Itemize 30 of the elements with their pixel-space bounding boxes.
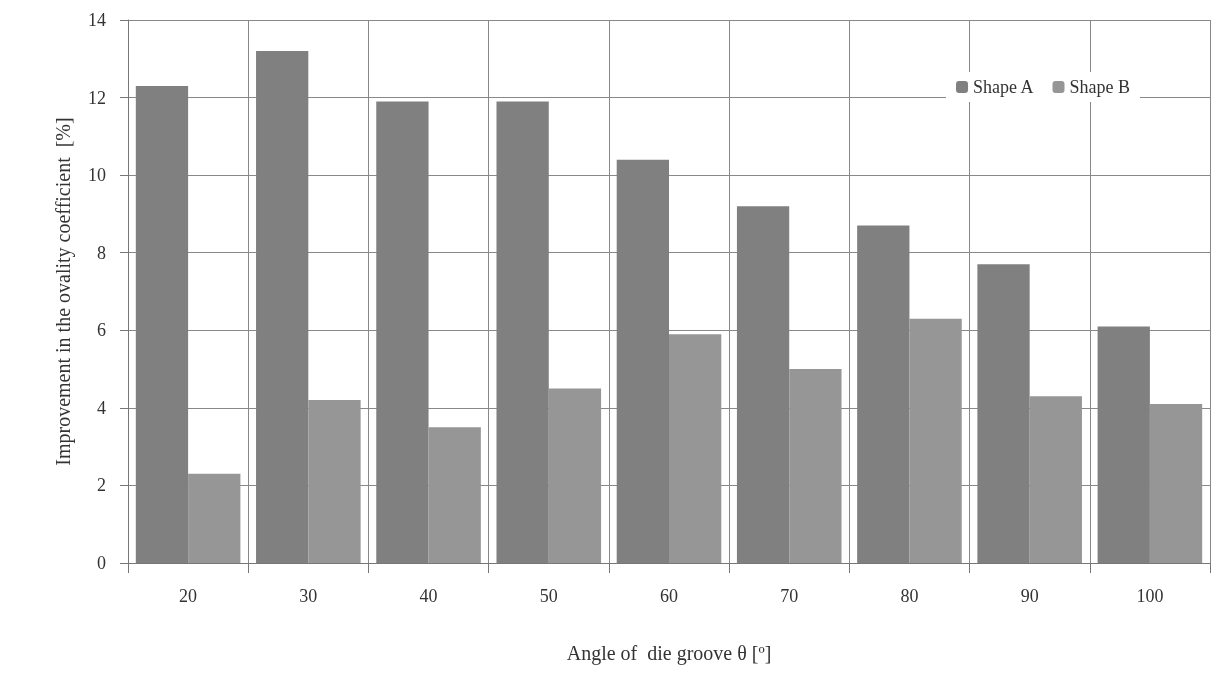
y-tick-label: 10 [88, 165, 106, 186]
bar [188, 473, 241, 563]
y-tick-label: 4 [97, 397, 106, 418]
bar [1029, 396, 1082, 563]
legend-label: Shape B [1069, 77, 1130, 97]
bar [669, 334, 722, 563]
y-tick-label: 0 [97, 553, 106, 573]
y-tick-label: 6 [97, 320, 106, 341]
x-tick-label: 50 [539, 586, 558, 606]
y-tick-label: 14 [88, 10, 106, 30]
y-tick-label: 12 [88, 87, 106, 108]
x-axis-title: Angle of die groove θ [º] [566, 642, 772, 665]
x-tick-label: 60 [660, 586, 678, 606]
bar [789, 369, 842, 563]
y-tick-label: 8 [97, 242, 106, 263]
legend-label: Shape A [973, 77, 1034, 97]
bar [308, 400, 361, 563]
bar [548, 388, 602, 563]
x-tick-label: 40 [419, 586, 438, 606]
x-tick-label: 20 [179, 586, 198, 606]
bar [909, 318, 962, 563]
bar [428, 427, 481, 563]
x-tick-label: 90 [1020, 586, 1039, 606]
y-tick-label: 2 [97, 475, 106, 496]
x-tick-label: 80 [900, 586, 919, 606]
y-axis-title: Improvement in the ovality coefficient [%] [52, 117, 75, 466]
bar [1149, 403, 1203, 563]
x-tick-label: 70 [780, 586, 799, 606]
x-tick-label: 30 [299, 586, 318, 606]
x-tick-label: 100 [1136, 586, 1164, 606]
